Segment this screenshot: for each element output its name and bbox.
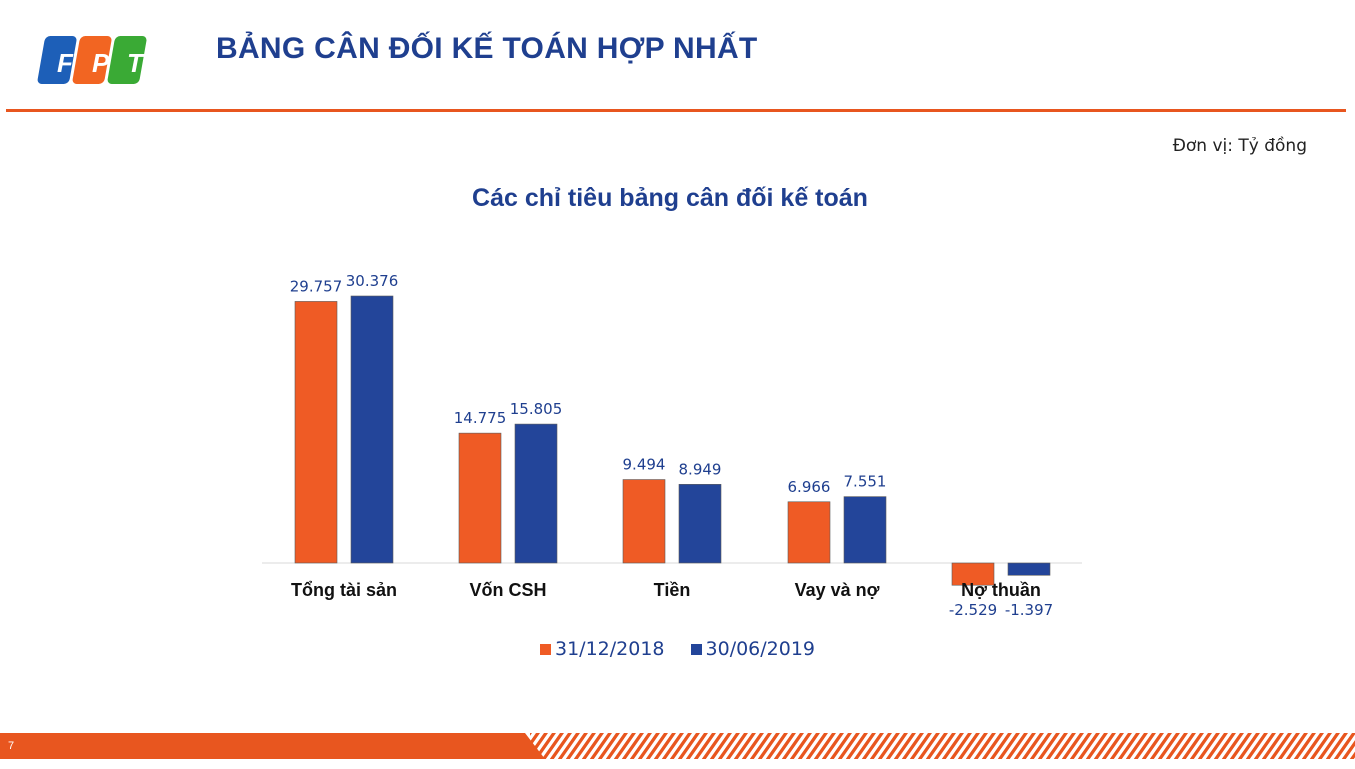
bar-2018-0 (294, 301, 338, 564)
legend-swatch-2018 (540, 643, 551, 655)
data-label-2019-0: 30.376 (346, 272, 399, 290)
category-label-4: Nợ thuần (961, 580, 1041, 600)
fpt-logo: F P T (37, 36, 147, 84)
footer-stripe-bar (0, 733, 1355, 759)
legend-item-2019: 30/06/2019 (690, 638, 816, 660)
logo-letter-f: F (57, 48, 74, 78)
legend-label-2019: 30/06/2019 (705, 638, 816, 660)
data-label-2019-2: 8.949 (679, 460, 722, 478)
bar-2019-2 (678, 484, 722, 564)
logo-letter-p: P (92, 48, 110, 78)
logo-f-tile (37, 36, 77, 84)
bar-2018-2 (622, 479, 666, 564)
bar-2019-4 (1007, 562, 1051, 576)
legend-swatch-2019 (690, 643, 702, 655)
bar-2018-1 (458, 432, 502, 564)
bar-2019-0 (350, 295, 394, 564)
data-label-2018-2: 9.494 (623, 456, 666, 474)
data-label-2018-0: 29.757 (290, 277, 343, 295)
legend-label-2018: 31/12/2018 (555, 638, 665, 660)
data-label-2018-1: 14.775 (454, 409, 507, 427)
logo-letter-t: T (127, 48, 145, 78)
chart-legend: 31/12/2018 30/06/2019 (540, 638, 815, 660)
logo-t-tile (107, 36, 147, 84)
data-label-2018-4: -2.529 (949, 601, 997, 619)
legend-item-2018: 31/12/2018 (540, 638, 665, 660)
category-label-0: Tổng tài sản (291, 580, 397, 600)
slide-title: BẢNG CÂN ĐỐI KẾ TOÁN HỢP NHẤT (216, 32, 758, 65)
bar-2019-3 (843, 496, 887, 564)
chart-title: Các chỉ tiêu bảng cân đối kế toán (472, 184, 868, 212)
header-divider (6, 109, 1346, 112)
data-label-2018-3: 6.966 (788, 478, 831, 496)
bar-2018-4 (951, 562, 995, 586)
data-label-2019-1: 15.805 (510, 400, 563, 418)
category-label-2: Tiền (654, 580, 691, 600)
data-label-2019-3: 7.551 (844, 473, 887, 491)
category-label-1: Vốn CSH (469, 580, 546, 600)
category-label-3: Vay và nợ (795, 580, 880, 600)
data-label-2019-4: -1.397 (1005, 601, 1053, 619)
bar-2018-3 (787, 501, 831, 564)
bar-2019-1 (514, 423, 558, 564)
logo-p-tile (72, 36, 112, 84)
unit-note: Đơn vị: Tỷ đồng (1172, 136, 1307, 156)
page-number: 7 (8, 740, 15, 752)
